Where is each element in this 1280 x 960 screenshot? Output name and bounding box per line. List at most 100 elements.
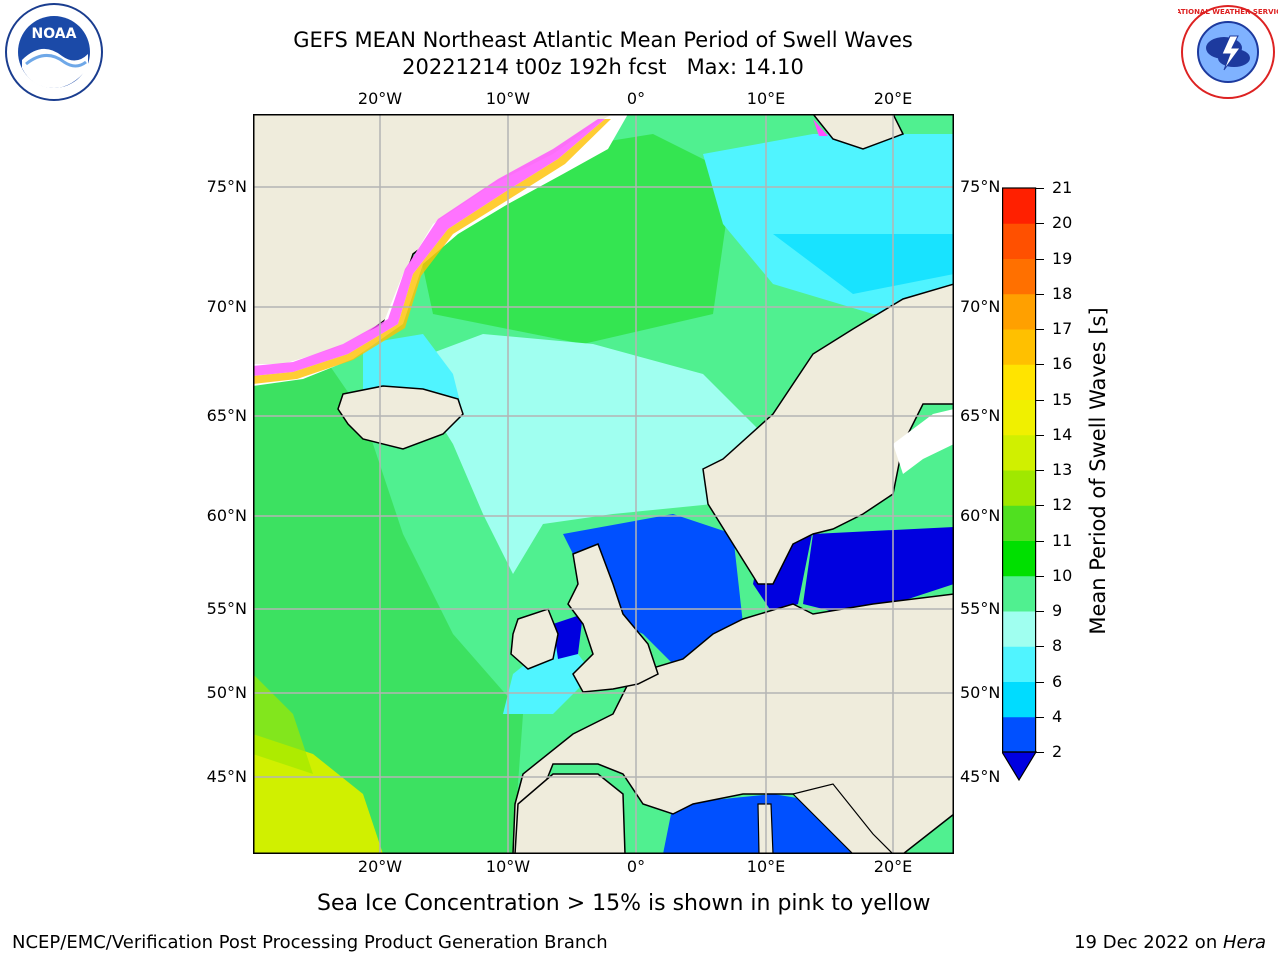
noaa-logo-icon: NOAA — [5, 3, 103, 101]
lat-tick-right: 55°N — [960, 599, 1001, 618]
colorbar-cell — [1002, 470, 1036, 506]
colorbar-tick — [1036, 611, 1044, 612]
colorbar-cell — [1002, 188, 1036, 224]
noaa-logo-text: NOAA — [32, 26, 77, 42]
lat-tick-right: 65°N — [960, 406, 1001, 425]
colorbar-cell — [1002, 505, 1036, 541]
lat-tick-right: 60°N — [960, 506, 1001, 525]
colorbar-cell — [1002, 293, 1036, 330]
colorbar-level-label: 18 — [1052, 283, 1073, 303]
colorbar-level-label: 11 — [1052, 530, 1073, 550]
colorbar-tick — [1036, 646, 1044, 648]
lon-tick-bottom: 10°E — [746, 857, 786, 876]
colorbar-level-label: 20 — [1052, 213, 1073, 233]
land-iberia — [514, 773, 626, 854]
colorbar-level-label: 4 — [1052, 706, 1063, 726]
land-svalbard — [812, 114, 905, 150]
colorbar-tick — [1036, 575, 1044, 577]
map-panel — [253, 114, 954, 854]
chart-title: GEFS MEAN Northeast Atlantic Mean Period… — [293, 28, 913, 52]
swell-zone-west — [253, 254, 523, 854]
lat-tick-right: 50°N — [960, 683, 1001, 702]
colorbar-level-label: 2 — [1052, 742, 1063, 761]
colorbar-tick — [1036, 540, 1044, 542]
swell-zone-northeast-deep — [773, 234, 954, 294]
lon-tick-bottom: 10°W — [485, 857, 531, 876]
colorbar-cell — [1002, 575, 1036, 612]
colorbar-tick — [1036, 258, 1044, 260]
colorbar-cell — [1002, 329, 1036, 365]
colorbar-level-label: 8 — [1052, 636, 1063, 656]
sea-ice-pink-edge — [253, 119, 605, 376]
colorbar-cell — [1002, 364, 1036, 400]
lat-tick-right: 70°N — [960, 297, 1001, 316]
colorbar-tick — [1036, 505, 1044, 507]
footer-date: 19 Dec 2022 on Hera — [1074, 933, 1266, 953]
colorbar-level-label: 16 — [1052, 354, 1073, 374]
nws-logo-icon: NATIONAL WEATHER SERVICE — [1178, 5, 1278, 99]
land-iceland — [337, 385, 464, 450]
colorbar-cell — [1002, 681, 1036, 718]
lat-tick-left: 75°N — [206, 177, 247, 196]
colorbar-tick — [1036, 752, 1044, 753]
lon-tick-top: 10°E — [746, 89, 786, 108]
sea-ice-yellow-edge — [253, 119, 611, 384]
swell-zone-irish-sea — [553, 614, 583, 659]
colorbar-cell — [1002, 434, 1036, 471]
map-gridlines — [253, 114, 954, 854]
lon-tick-top: 20°E — [873, 89, 913, 108]
footer-host: Hera — [1222, 932, 1266, 953]
footer-date-text: 19 Dec 2022 on — [1074, 932, 1223, 953]
colorbar-tick — [1036, 399, 1044, 401]
colorbar-level-label: 9 — [1052, 601, 1063, 620]
colorbar-cell — [1002, 223, 1036, 259]
land-ireland — [510, 608, 559, 670]
lat-tick-left: 70°N — [206, 297, 247, 316]
colorbar-cell — [1002, 258, 1036, 295]
colorbar-tick — [1036, 681, 1044, 683]
colorbar-level-label: 10 — [1052, 565, 1073, 585]
footer-credit: NCEP/EMC/Verification Post Processing Pr… — [12, 932, 608, 953]
lon-tick-top: 0° — [626, 89, 646, 108]
lat-tick-left: 50°N — [206, 683, 247, 702]
colorbar-tick — [1036, 293, 1044, 295]
colorbar-level-label: 15 — [1052, 389, 1073, 409]
lon-tick-bottom: 20°E — [873, 857, 913, 876]
lon-tick-bottom: 20°W — [357, 857, 403, 876]
swell-zone-central — [403, 334, 773, 574]
colorbar-cell — [1002, 611, 1036, 647]
lon-tick-top: 20°W — [357, 89, 403, 108]
colorbar-tick — [1036, 364, 1044, 366]
lat-tick-left: 45°N — [206, 767, 247, 786]
colorbar-cell — [1002, 646, 1036, 682]
colorbar-level-label: 13 — [1052, 460, 1073, 479]
nws-logo-text: NATIONAL WEATHER SERVICE — [1178, 8, 1278, 16]
swell-zone-north-sea — [563, 514, 743, 674]
sea-ice-svalbard — [813, 119, 828, 136]
colorbar-level-label: 21 — [1052, 178, 1073, 197]
colorbar-tick — [1036, 188, 1044, 189]
lon-tick-bottom: 0° — [626, 857, 646, 876]
colorbar-cell — [1002, 716, 1036, 753]
colorbar-tick — [1036, 329, 1044, 330]
swell-zone-southwest-edge — [253, 674, 313, 774]
colorbar-cell — [1002, 540, 1036, 577]
colorbar-tick — [1036, 434, 1044, 436]
colorbar-level-label: 19 — [1052, 248, 1073, 268]
lat-tick-right: 45°N — [960, 767, 1001, 786]
colorbar-level-label: 17 — [1052, 319, 1073, 338]
colorbar-level-label: 6 — [1052, 671, 1063, 691]
chart-subtitle: 20221214 t00z 192h fcst Max: 14.10 — [402, 55, 804, 79]
swell-zone-baltic — [803, 527, 954, 614]
colorbar-frame — [1002, 187, 1037, 753]
colorbar-extend-arrow — [1002, 751, 1038, 782]
colorbar-tick — [1036, 470, 1044, 471]
lat-tick-left: 65°N — [206, 406, 247, 425]
colorbar-cell — [1002, 399, 1036, 436]
colorbar-level-label: 14 — [1052, 424, 1073, 444]
colorbar-title: Mean Period of Swell Waves [s] — [1086, 307, 1110, 635]
map-frame — [253, 114, 954, 854]
lat-tick-left: 55°N — [206, 599, 247, 618]
colorbar-level-label: 12 — [1052, 495, 1073, 515]
colorbar-tick — [1036, 223, 1044, 225]
